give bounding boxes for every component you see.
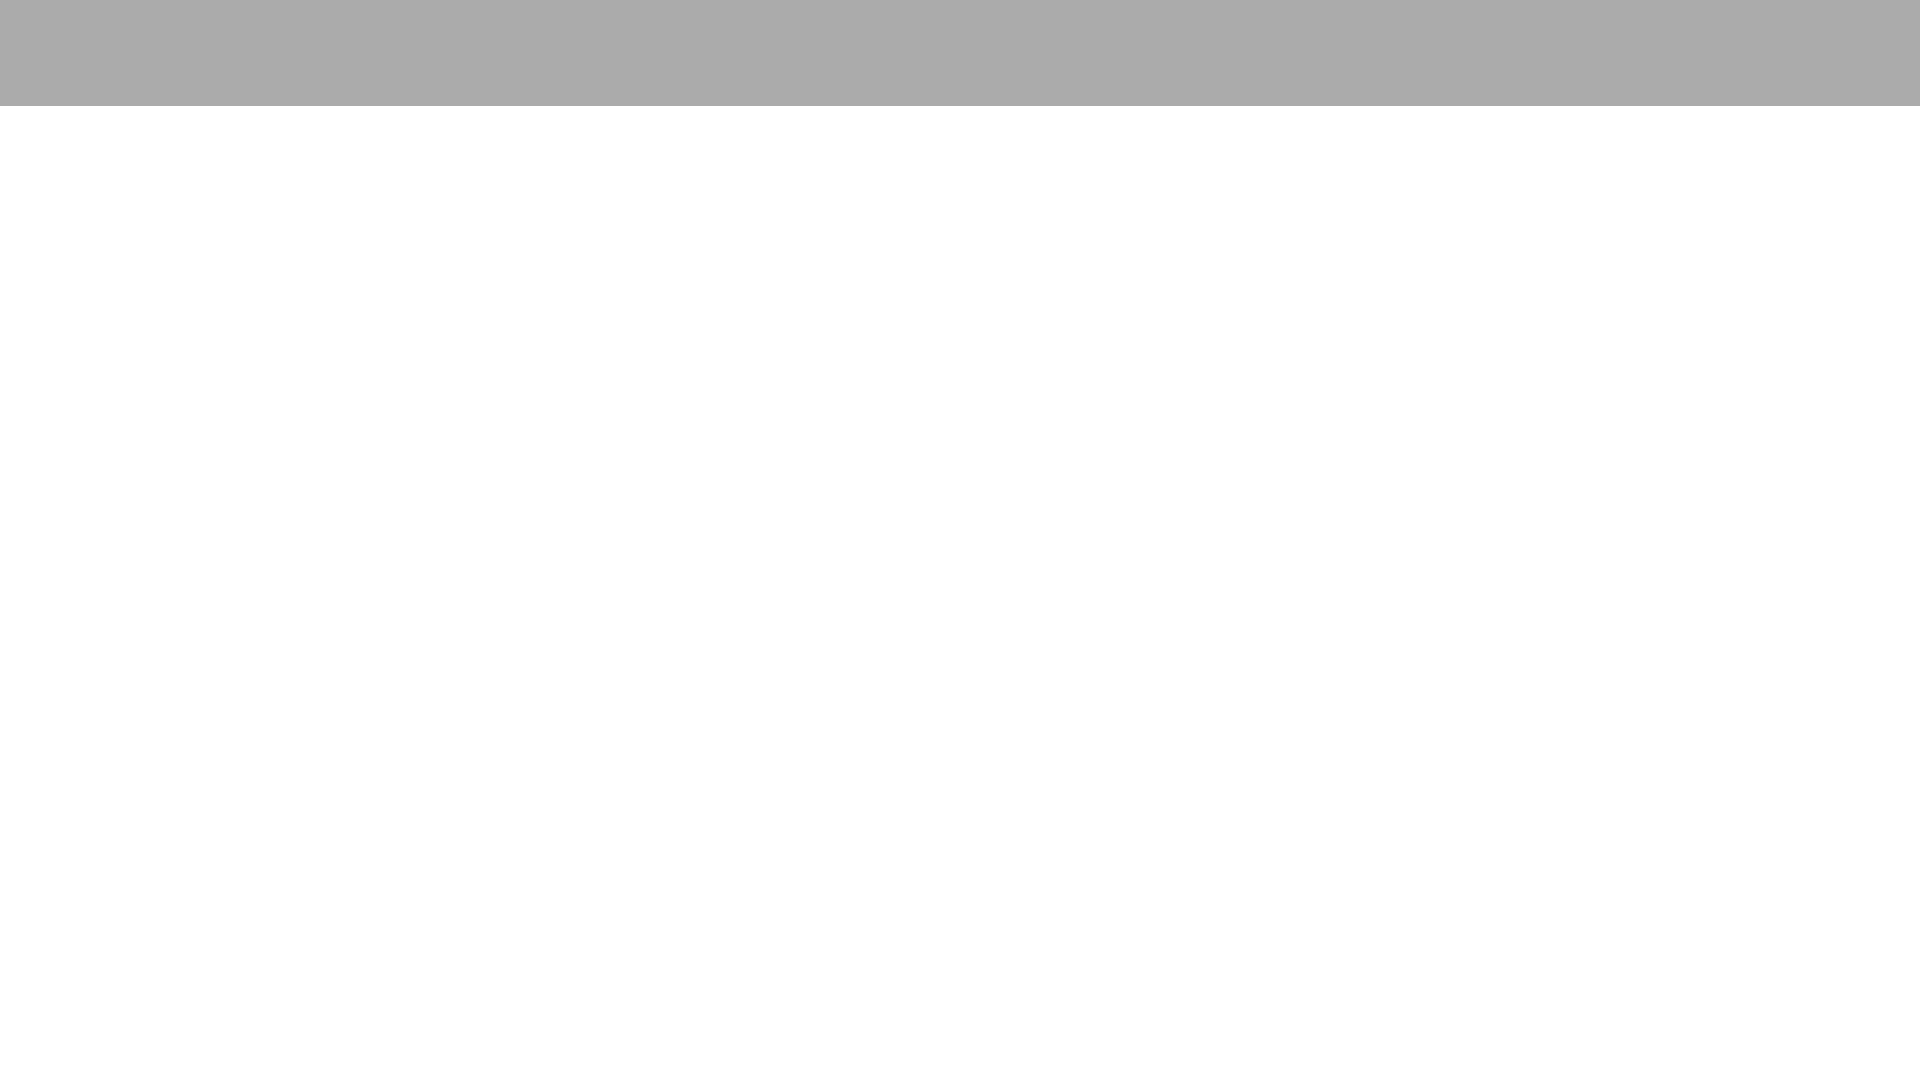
title-bar	[0, 0, 1920, 106]
